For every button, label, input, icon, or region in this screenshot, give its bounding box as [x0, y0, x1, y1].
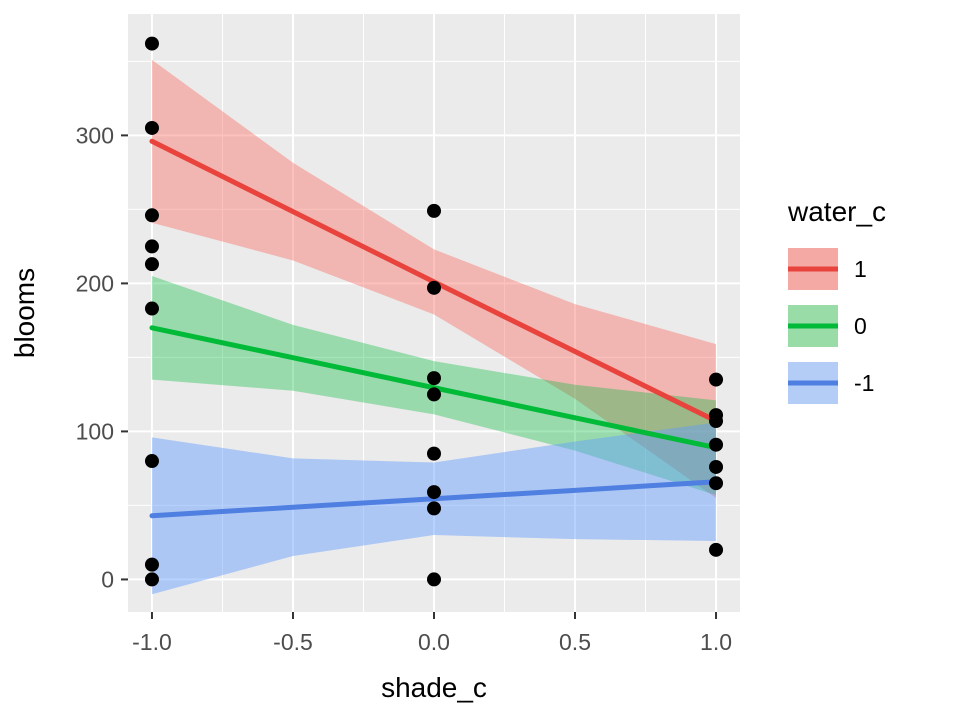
- legend-key-line: [788, 380, 838, 386]
- data-point: [144, 239, 159, 254]
- data-point: [427, 501, 441, 516]
- legend-key-label: 0: [854, 312, 867, 339]
- data-point: [144, 36, 159, 51]
- data-point: [709, 459, 724, 474]
- data-point: [427, 387, 441, 402]
- y-tick-label: 200: [76, 270, 114, 296]
- legend-key-swatch: [788, 305, 838, 347]
- data-point: [144, 301, 159, 316]
- legend-key-label: 1: [854, 255, 867, 282]
- data-point: [427, 446, 441, 461]
- data-point: [427, 485, 441, 500]
- x-axis-title: shade_c: [381, 672, 487, 703]
- data-point: [427, 572, 441, 587]
- legend-title: water_c: [788, 196, 887, 227]
- x-tick-label: 1.0: [700, 629, 732, 655]
- y-tick-label: 300: [76, 122, 114, 148]
- y-tick-label: 100: [76, 418, 114, 444]
- legend-key-line: [788, 323, 838, 329]
- data-point: [709, 476, 724, 491]
- x-tick-label: -1.0: [132, 629, 172, 655]
- data-point: [144, 572, 159, 587]
- y-tick-label: 0: [101, 566, 114, 592]
- data-point: [427, 371, 441, 386]
- data-point: [709, 542, 724, 557]
- legend-key-row: -1: [788, 362, 886, 404]
- data-point: [144, 120, 159, 135]
- legend-key-swatch: [788, 248, 838, 290]
- data-point: [427, 203, 441, 218]
- legend-key-swatch: [788, 362, 838, 404]
- plot-panel: -1.0 -0.5 0.0 0.5 1.0 0 100 200 300: [76, 14, 740, 655]
- data-point: [144, 454, 159, 469]
- legend-key-row: 0: [788, 305, 886, 347]
- data-point: [144, 557, 159, 572]
- data-point: [144, 257, 159, 272]
- data-point: [144, 208, 159, 223]
- legend-keys: 1 0 -1: [788, 248, 886, 404]
- legend: water_c 1 0 -1: [788, 196, 886, 419]
- x-tick-label: 0.5: [559, 629, 591, 655]
- legend-key-label: -1: [854, 369, 875, 396]
- data-point: [709, 437, 724, 452]
- data-point: [427, 280, 441, 295]
- data-point: [709, 372, 724, 387]
- confidence-ribbon-1: [151, 59, 717, 499]
- data-point: [709, 408, 724, 423]
- x-tick-label: 0.0: [418, 629, 450, 655]
- y-axis-title: blooms: [9, 268, 40, 358]
- x-tick-label: -0.5: [273, 629, 313, 655]
- legend-key-row: 1: [788, 248, 886, 290]
- legend-key-line: [788, 266, 838, 272]
